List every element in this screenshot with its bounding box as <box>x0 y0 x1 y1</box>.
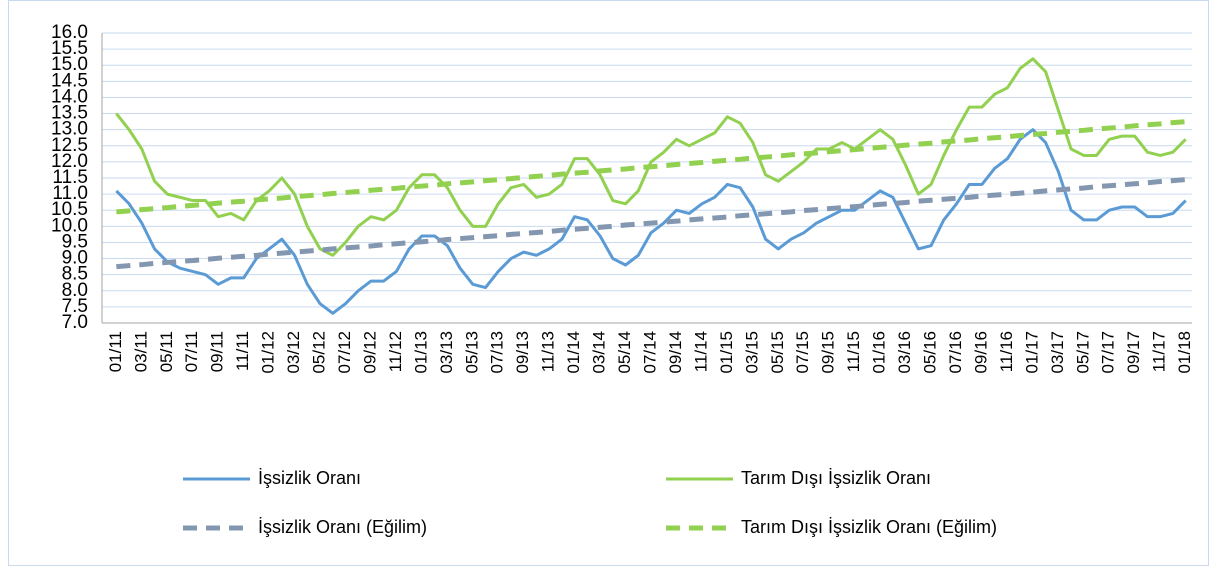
x-tick-label: 07/11 <box>182 331 201 372</box>
x-tick-label: 05/11 <box>157 331 176 372</box>
x-tick-label: 09/16 <box>971 331 990 374</box>
y-tick-label: 8.0 <box>62 280 88 301</box>
y-tick-label: 10.5 <box>51 199 88 220</box>
y-tick-label: 11.0 <box>52 183 88 204</box>
x-tick-label: 11/14 <box>691 331 710 372</box>
x-tick-label: 05/16 <box>921 331 940 374</box>
y-tick-label: 11.5 <box>52 167 88 188</box>
x-tick-label: 03/16 <box>895 331 914 374</box>
x-tick-label: 11/15 <box>844 331 863 372</box>
x-tick-label: 01/16 <box>870 331 889 374</box>
x-tick-label: 11/11 <box>233 331 252 371</box>
series-line <box>115 57 1187 257</box>
x-tick-label: 03/15 <box>742 331 761 374</box>
legend-label: İşsizlik Oranı (Eğilim) <box>258 517 427 537</box>
x-tick-label: 05/13 <box>462 331 481 374</box>
y-tick-label: 15.5 <box>51 38 88 59</box>
y-tick-label: 13.5 <box>51 103 88 124</box>
x-tick-label: 07/17 <box>1099 331 1118 374</box>
x-tick-label: 07/14 <box>640 331 659 374</box>
x-tick-label: 11/16 <box>997 331 1016 372</box>
x-tick-label: 05/17 <box>1073 331 1092 374</box>
y-tick-label: 10.0 <box>51 215 88 236</box>
y-tick-label: 9.5 <box>62 231 88 252</box>
x-tick-label: 05/14 <box>615 331 634 374</box>
x-tick-label: 03/14 <box>590 331 609 374</box>
x-tick-label: 09/17 <box>1124 331 1143 374</box>
x-tick-label: 01/14 <box>564 331 583 374</box>
x-tick-label: 07/13 <box>488 331 507 374</box>
x-tick-label: 05/15 <box>768 331 787 374</box>
x-tick-label: 03/17 <box>1048 331 1067 374</box>
trend-line <box>116 177 1186 270</box>
x-tick-label: 09/11 <box>208 331 227 372</box>
x-tick-label: 09/15 <box>819 331 838 374</box>
x-tick-label: 03/13 <box>437 331 456 374</box>
x-tick-label: 01/18 <box>1175 331 1194 374</box>
series-line <box>115 128 1187 315</box>
x-tick-label: 01/13 <box>411 331 430 374</box>
x-tick-label: 11/13 <box>539 331 558 372</box>
x-tick-label: 07/12 <box>335 331 354 374</box>
y-tick-label: 7.0 <box>62 312 88 333</box>
x-tick-label: 03/11 <box>131 331 150 372</box>
y-tick-label: 16.0 <box>51 22 88 43</box>
x-tick-label: 11/17 <box>1150 331 1169 372</box>
x-tick-label: 01/11 <box>106 331 125 372</box>
x-tick-label: 05/12 <box>310 331 329 374</box>
y-tick-label: 9.0 <box>62 248 88 269</box>
x-tick-label: 11/12 <box>386 331 405 372</box>
trend-line <box>116 119 1186 215</box>
y-tick-label: 12.5 <box>51 135 88 156</box>
legend-label: İşsizlik Oranı <box>258 468 361 488</box>
x-tick-label: 01/17 <box>1022 331 1041 374</box>
x-tick-label: 07/15 <box>793 331 812 374</box>
y-tick-label: 15.0 <box>51 54 88 75</box>
x-tick-label: 09/13 <box>513 331 532 374</box>
legend-label: Tarım Dışı İşsizlik Oranı (Eğilim) <box>741 517 997 537</box>
x-tick-label: 01/12 <box>259 331 278 374</box>
x-tick-label: 09/14 <box>666 331 685 374</box>
x-tick-label: 09/12 <box>360 331 379 374</box>
y-tick-label: 7.5 <box>62 296 88 317</box>
x-tick-label: 07/16 <box>946 331 965 374</box>
chart-border <box>8 0 1209 566</box>
legend-label: Tarım Dışı İşsizlik Oranı <box>741 468 931 488</box>
y-tick-label: 14.0 <box>51 86 88 107</box>
y-tick-label: 12.0 <box>51 151 88 172</box>
y-tick-label: 14.5 <box>51 70 88 91</box>
x-tick-label: 01/15 <box>717 331 736 374</box>
y-tick-label: 13.0 <box>51 119 88 140</box>
x-tick-label: 03/12 <box>284 331 303 374</box>
y-tick-label: 8.5 <box>62 264 88 285</box>
